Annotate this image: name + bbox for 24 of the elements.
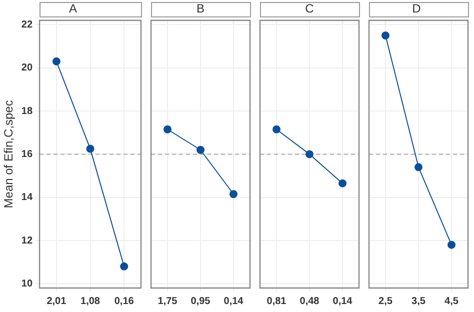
y-tick-label: 20 [21,62,33,74]
chart-title: B [196,2,205,16]
y-tick-label: 22 [21,19,33,30]
x-tick-label: 0,48 [300,296,320,307]
chart-title: D [412,2,422,16]
chart-title: A [68,2,78,16]
x-tick-label: 0,95 [190,296,211,307]
x-tick-label: 0,14 [332,296,353,307]
y-tick-label: 12 [21,235,33,246]
x-tick-label: 2,5 [378,296,393,307]
x-tick-label: 0,14 [224,296,244,307]
y-axis-title: Mean of Efin,C,spec [2,100,16,208]
y-tick-label: 16 [21,148,33,160]
x-tick-label: 0,81 [266,296,287,307]
chart-title: C [305,2,314,16]
x-tick-label: 3,5 [412,296,426,307]
x-tick-label: 1,08 [80,296,100,307]
x-tick-label: 2,01 [46,296,67,307]
x-tick-label: 0,16 [114,296,134,307]
x-tick-label: 4,5 [444,296,459,307]
x-tick-label: 1,75 [158,296,178,307]
y-tick-label: 18 [21,106,33,117]
y-tick-label: 10 [21,278,33,290]
y-tick-label: 14 [21,192,33,204]
